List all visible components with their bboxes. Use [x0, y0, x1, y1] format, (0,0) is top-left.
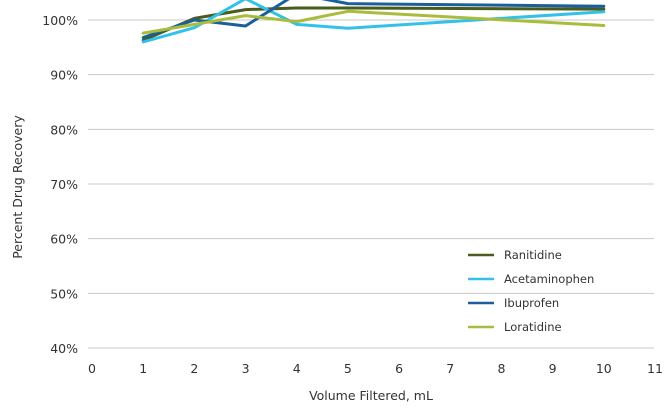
y-tick-label: 100% — [42, 13, 78, 28]
gridlines — [88, 19, 654, 349]
x-axis-tick-labels: 0 1 2 3 4 5 6 7 8 9 10 11 — [88, 361, 663, 376]
x-axis-title: Volume Filtered, mL — [309, 388, 433, 403]
y-axis-title: Percent Drug Recovery — [10, 115, 25, 259]
y-tick-label: 90% — [50, 68, 78, 83]
x-tick-label: 7 — [446, 361, 454, 376]
series-lines — [141, 0, 606, 44]
x-tick-label: 5 — [344, 361, 352, 376]
y-tick-label: 50% — [50, 286, 78, 301]
x-tick-label: 2 — [190, 361, 198, 376]
legend-label-loratidine: Loratidine — [504, 320, 562, 334]
x-tick-label: 3 — [242, 361, 250, 376]
x-tick-label: 0 — [88, 361, 96, 376]
legend-label-acetaminophen: Acetaminophen — [504, 272, 594, 286]
x-tick-label: 10 — [596, 361, 612, 376]
legend: Ranitidine Acetaminophen Ibuprofen Loratidi… — [468, 248, 594, 334]
x-tick-label: 4 — [293, 361, 301, 376]
series-line-loratidine — [141, 9, 606, 35]
y-tick-label: 70% — [50, 177, 78, 192]
y-tick-label: 80% — [50, 122, 78, 137]
x-tick-label: 6 — [395, 361, 403, 376]
series-line-ibuprofen — [141, 0, 606, 39]
y-tick-label: 60% — [50, 232, 78, 247]
y-tick-label: 40% — [50, 341, 78, 356]
x-tick-label: 1 — [139, 361, 147, 376]
y-axis-tick-labels: 40% 50% 60% 70% 80% 90% 100% — [42, 13, 78, 356]
legend-label-ibuprofen: Ibuprofen — [504, 296, 559, 310]
legend-label-ranitidine: Ranitidine — [504, 248, 562, 262]
x-tick-label: 8 — [497, 361, 505, 376]
x-tick-label: 9 — [549, 361, 557, 376]
x-tick-label: 11 — [647, 361, 663, 376]
